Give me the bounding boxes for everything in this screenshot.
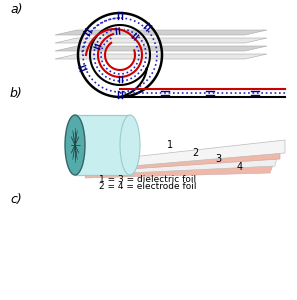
Text: 1 = 3 = dielectric foil: 1 = 3 = dielectric foil [99,175,197,184]
Text: 2: 2 [192,148,198,158]
Text: 1: 1 [167,140,173,150]
Text: a): a) [10,3,23,16]
Text: 2 = 4 = electrode foil: 2 = 4 = electrode foil [99,182,197,191]
Text: b): b) [10,87,23,100]
Text: 3: 3 [215,154,221,164]
Polygon shape [55,38,267,43]
Text: c): c) [10,193,22,206]
Polygon shape [85,148,280,172]
Polygon shape [85,157,277,175]
Polygon shape [55,30,267,35]
Polygon shape [55,46,267,51]
Text: 4: 4 [237,162,243,172]
Polygon shape [85,165,273,178]
Polygon shape [85,148,265,166]
Ellipse shape [65,115,85,175]
Polygon shape [55,54,267,59]
Polygon shape [75,115,130,175]
Polygon shape [85,140,285,170]
Ellipse shape [120,115,140,175]
